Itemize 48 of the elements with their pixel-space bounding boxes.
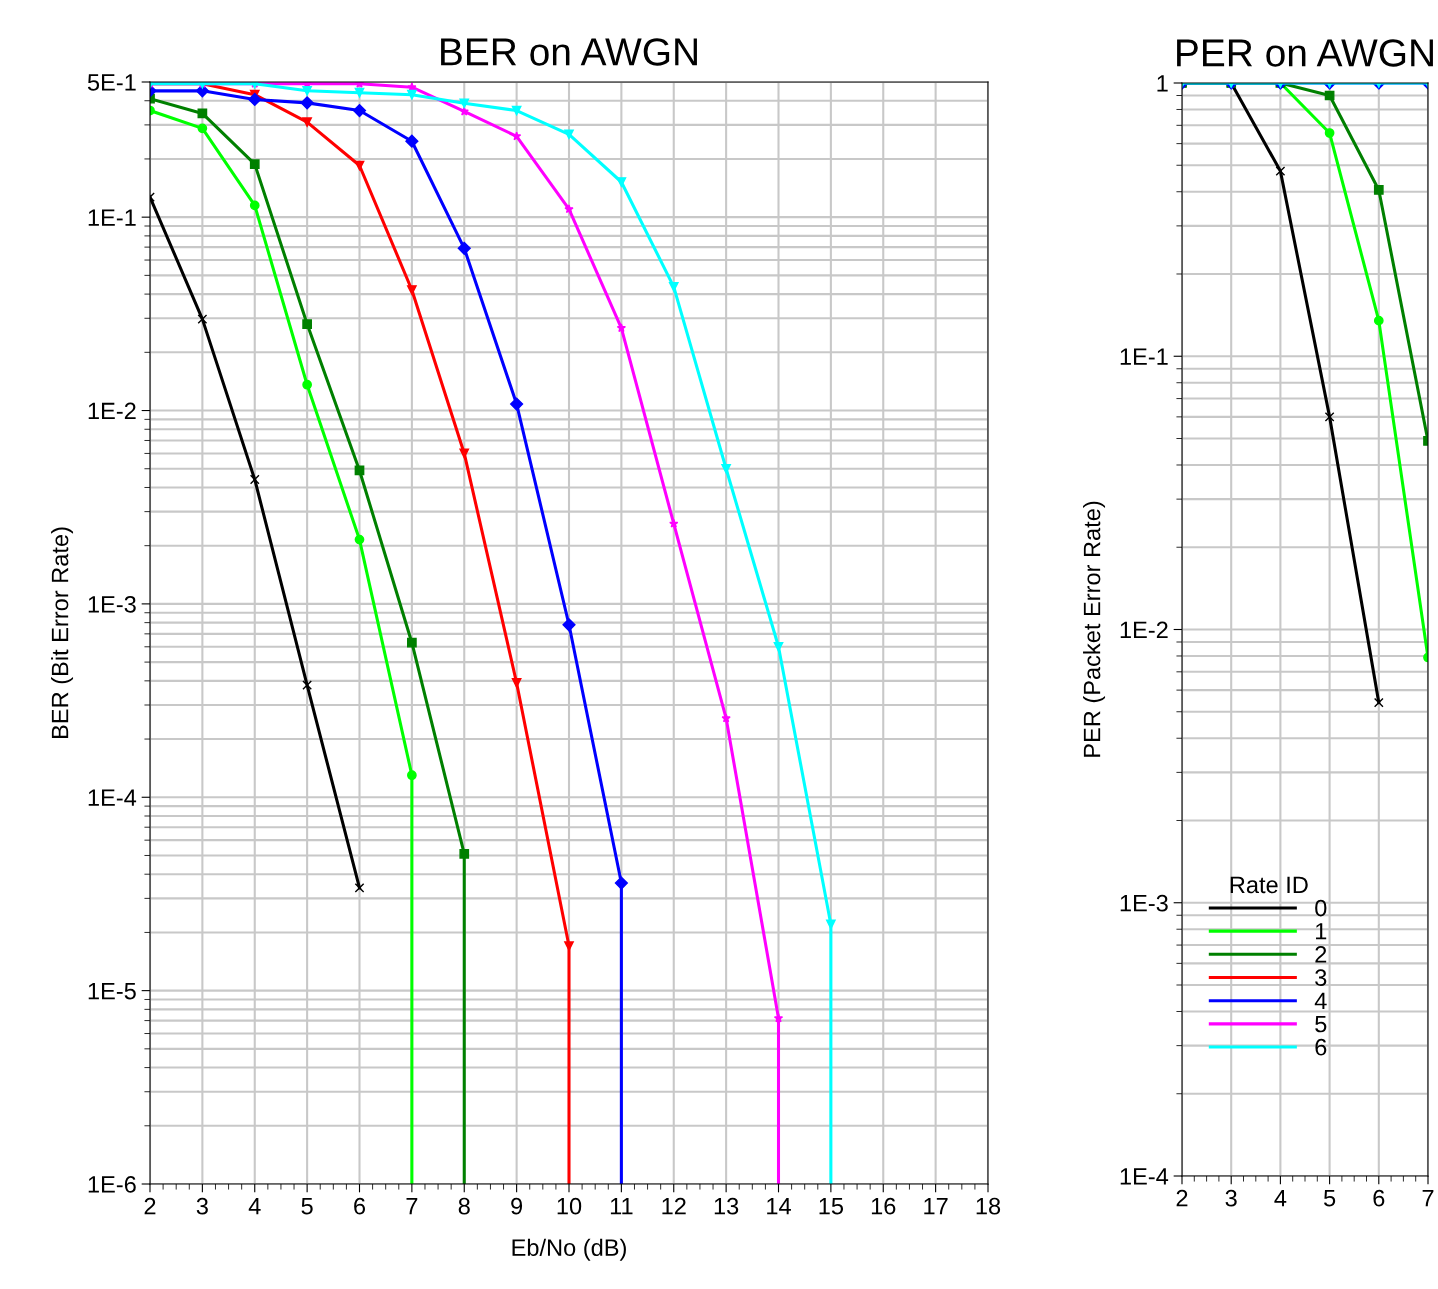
x-tick-label: 9 (511, 1197, 523, 1215)
y-axis-title: BER (Bit Error Rate) (51, 527, 74, 738)
x-tick-label: 13 (714, 1197, 739, 1215)
legend-label: 2 (1315, 946, 1327, 963)
x-tick-label: 12 (662, 1197, 686, 1215)
y-tick-label: 1E-4 (1120, 1168, 1169, 1185)
x-tick-label: 4 (248, 1198, 261, 1215)
x-tick-label: 2 (144, 1197, 156, 1215)
x-tick-label: 2 (1176, 1189, 1188, 1207)
x-tick-label: 10 (557, 1197, 582, 1215)
y-tick-label: 1E-3 (88, 595, 136, 613)
y-axis-title: PER (Packet Error Rate) (1083, 501, 1106, 757)
x-tick-label: 11 (610, 1198, 633, 1215)
x-tick-label: 16 (871, 1197, 896, 1215)
y-tick-label: 1E-6 (88, 1176, 136, 1193)
legend-label: 5 (1315, 1015, 1327, 1033)
x-tick-label: 7 (1422, 1190, 1434, 1207)
x-axis-title: Eb/No (dB) (512, 1238, 626, 1261)
y-tick-label: 1E-2 (1120, 621, 1168, 639)
chart-title: PER on AWGN (1177, 39, 1433, 67)
legend-label: 1 (1316, 923, 1327, 940)
chart-title: BER on AWGN (441, 38, 697, 66)
legend-label: 3 (1315, 969, 1327, 986)
x-tick-label: 7 (406, 1198, 418, 1215)
x-tick-label: 17 (924, 1198, 948, 1215)
y-tick-label: 5E-1 (87, 74, 136, 91)
x-tick-label: 6 (1373, 1189, 1385, 1207)
y-tick-label: 1E-1 (1120, 348, 1168, 365)
legend-label: 4 (1314, 992, 1327, 1009)
y-tick-label: 1E-2 (88, 402, 136, 420)
y-tick-label: 1E-1 (88, 209, 136, 226)
x-tick-label: 6 (354, 1197, 366, 1215)
y-tick-label: 1 (1157, 75, 1168, 92)
y-tick-label: 1E-5 (88, 982, 136, 1000)
x-tick-label: 5 (301, 1198, 313, 1215)
x-tick-label: 8 (458, 1197, 470, 1215)
y-tick-label: 1E-3 (1120, 894, 1168, 912)
x-tick-label: 3 (196, 1197, 208, 1215)
x-tick-label: 18 (976, 1197, 1001, 1215)
x-tick-label: 14 (767, 1198, 791, 1215)
x-tick-label: 15 (819, 1198, 844, 1215)
legend-label: 6 (1315, 1038, 1327, 1056)
legend-title: Rate ID (1230, 876, 1308, 894)
x-tick-label: 3 (1225, 1189, 1237, 1207)
y-tick-label: 1E-4 (88, 789, 137, 806)
x-tick-label: 4 (1274, 1190, 1287, 1207)
x-tick-label: 5 (1323, 1190, 1336, 1207)
legend-label: 0 (1315, 899, 1327, 917)
